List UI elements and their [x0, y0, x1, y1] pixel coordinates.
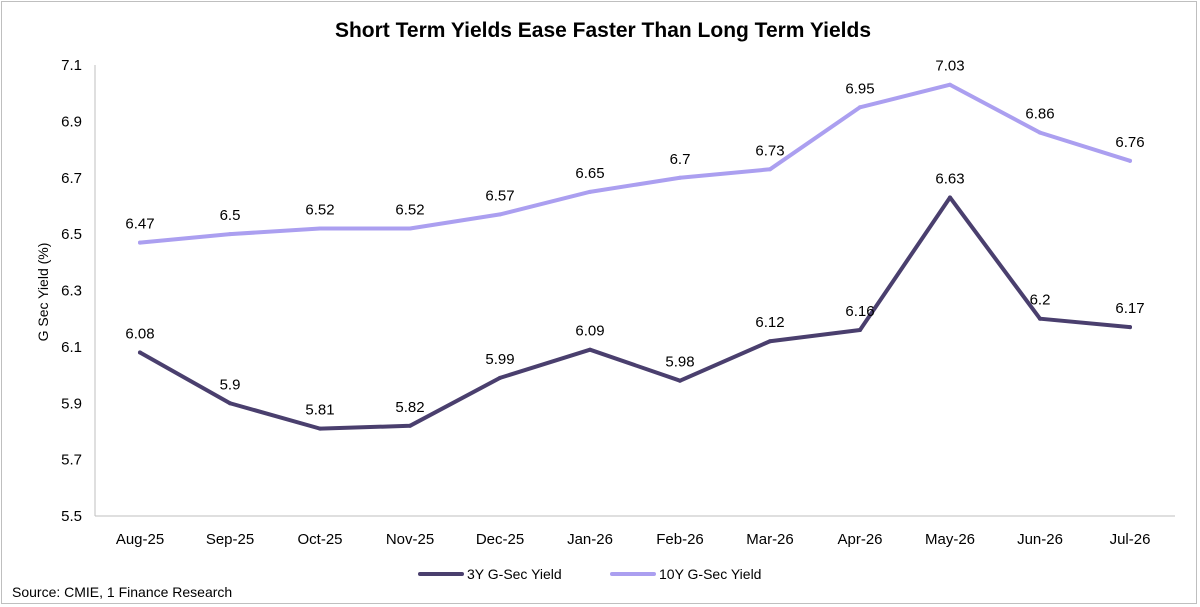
data-point	[498, 375, 502, 380]
series-line-3y	[138, 195, 1132, 431]
data-point	[768, 339, 772, 344]
legend-label-3y: 3Y G-Sec Yield	[467, 566, 562, 582]
data-point	[948, 195, 952, 200]
chart-title: Short Term Yields Ease Faster Than Long …	[335, 19, 871, 42]
data-label: 6.57	[485, 187, 514, 204]
data-label: 6.2	[1030, 292, 1051, 309]
legend: 3Y G-Sec Yield 10Y G-Sec Yield	[418, 566, 761, 582]
data-point	[678, 175, 682, 180]
y-tick-label: 5.5	[61, 508, 82, 525]
series-line-10y	[138, 82, 1132, 245]
x-tick-label: Apr-26	[837, 531, 882, 548]
data-label: 7.03	[935, 58, 964, 75]
data-label: 6.09	[575, 323, 604, 340]
source-note: Source: CMIE, 1 Finance Research	[12, 584, 232, 600]
data-point	[1038, 316, 1042, 321]
x-tick-label: Oct-25	[297, 531, 342, 548]
data-label: 6.12	[755, 314, 784, 331]
data-point	[588, 189, 592, 194]
y-tick-label: 5.7	[61, 452, 82, 469]
data-label: 6.52	[305, 201, 334, 218]
data-label: 6.47	[125, 216, 154, 233]
x-tick-label: Jul-26	[1110, 531, 1151, 548]
data-label: 5.98	[665, 354, 694, 371]
x-tick-label: May-26	[925, 531, 975, 548]
y-tick-label: 7.1	[61, 57, 82, 74]
data-label: 6.95	[845, 80, 874, 97]
x-tick-label: Jun-26	[1017, 531, 1063, 548]
data-point	[1038, 130, 1042, 135]
data-label: 6.63	[935, 170, 964, 187]
data-point	[408, 423, 412, 428]
x-tick-label: Aug-25	[116, 531, 164, 548]
data-point	[138, 350, 142, 355]
data-label: 5.81	[305, 402, 334, 419]
data-point	[1128, 325, 1132, 330]
data-label: 5.99	[485, 351, 514, 368]
y-tick-label: 6.1	[61, 339, 82, 356]
data-point	[228, 401, 232, 406]
data-point	[768, 167, 772, 172]
data-point	[318, 426, 322, 431]
x-tick-label: Nov-25	[386, 531, 434, 548]
data-label: 6.16	[845, 303, 874, 320]
legend-label-10y: 10Y G-Sec Yield	[659, 566, 761, 582]
x-tick-label: Feb-26	[656, 531, 704, 548]
data-point	[228, 232, 232, 237]
x-tick-label: Dec-25	[476, 531, 524, 548]
y-tick-label: 6.9	[61, 113, 82, 130]
y-tick-label: 6.7	[61, 170, 82, 187]
data-label: 6.52	[395, 201, 424, 218]
data-label: 6.7	[670, 151, 691, 168]
data-label: 5.82	[395, 399, 424, 416]
data-point	[138, 240, 142, 245]
data-label: 6.17	[1115, 300, 1144, 317]
data-point	[318, 226, 322, 231]
y-tick-label: 5.9	[61, 395, 82, 412]
data-label: 6.65	[575, 165, 604, 182]
x-tick-label: Mar-26	[746, 531, 794, 548]
data-label: 6.73	[755, 142, 784, 159]
data-point	[858, 105, 862, 110]
data-label: 5.9	[220, 376, 241, 393]
y-tick-label: 6.5	[61, 226, 82, 243]
x-tick-label: Sep-25	[206, 531, 254, 548]
y-tick-label: 6.3	[61, 283, 82, 300]
data-label: 6.86	[1025, 106, 1054, 123]
data-label: 6.76	[1115, 134, 1144, 151]
data-point	[1128, 158, 1132, 163]
data-label: 6.5	[220, 207, 241, 224]
data-point	[678, 378, 682, 383]
data-point	[858, 327, 862, 332]
data-label: 6.08	[125, 326, 154, 343]
data-point	[408, 226, 412, 231]
y-axis-title: G Sec Yield (%)	[35, 243, 51, 342]
data-point	[498, 212, 502, 217]
x-tick-label: Jan-26	[567, 531, 613, 548]
data-point	[948, 82, 952, 87]
data-point	[588, 347, 592, 352]
